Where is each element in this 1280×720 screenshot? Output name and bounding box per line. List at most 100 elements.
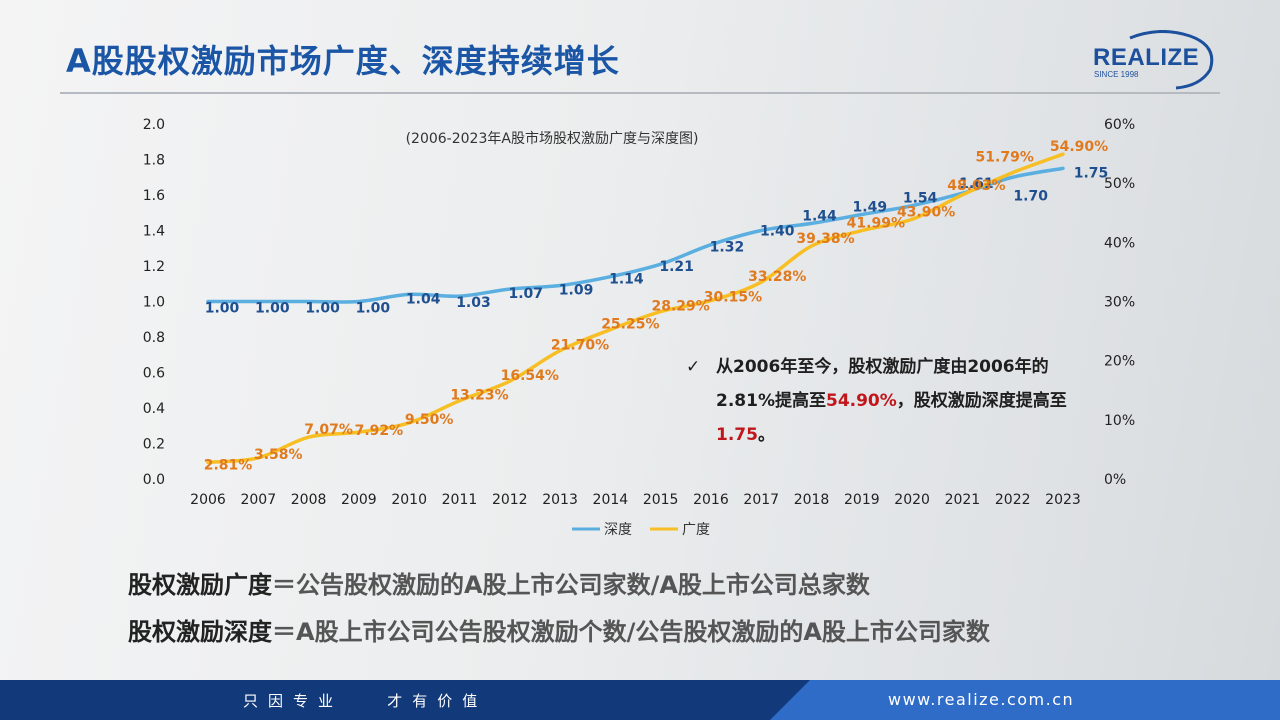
depth-data-label: 1.09	[559, 283, 594, 299]
note-text-3: 。	[757, 425, 775, 445]
left-axis-tick: 0.2	[143, 437, 165, 453]
breadth-definition: 股权激励广度＝公告股权激励的A股上市公司家数/A股上市公司总家数	[128, 565, 870, 600]
chart-title: (2006-2023年A股市场股权激励广度与深度图)	[406, 130, 699, 147]
right-axis-tick: 40%	[1104, 235, 1135, 251]
depth-series-line	[206, 166, 1065, 304]
depth-data-label: 1.00	[255, 301, 290, 317]
depth-definition: 股权激励深度＝A股上市公司公告股权激励个数/公告股权激励的A股上市公司家数	[128, 612, 990, 647]
page-title: A股股权激励市场广度、深度持续增长	[66, 42, 620, 80]
x-axis-tick: 2009	[341, 492, 377, 508]
breadth-data-label: 3.58%	[254, 447, 303, 463]
depth-data-label: 1.00	[356, 301, 391, 317]
depth-formula: ＝A股上市公司公告股权激励个数/公告股权激励的A股上市公司家数	[272, 618, 990, 646]
breadth-data-label: 41.99%	[847, 216, 905, 232]
check-icon: ✓	[686, 357, 701, 377]
x-axis-tick: 2014	[593, 492, 629, 508]
note-highlight-breadth: 54.90%	[825, 391, 897, 411]
right-axis-tick: 60%	[1104, 117, 1135, 133]
breadth-data-label: 25.25%	[601, 317, 659, 333]
breadth-term: 股权激励广度	[128, 571, 272, 599]
depth-term: 股权激励深度	[128, 618, 272, 646]
breadth-data-label: 9.50%	[405, 412, 454, 428]
breadth-data-label: 28.29%	[651, 299, 709, 315]
left-axis-tick: 0.6	[143, 366, 165, 382]
breadth-formula: ＝公告股权激励的A股上市公司家数/A股上市公司总家数	[272, 571, 870, 599]
breadth-data-label: 21.70%	[551, 338, 609, 354]
depth-data-label: 1.54	[903, 191, 938, 207]
x-axis-tick: 2015	[643, 492, 679, 508]
left-axis-tick: 1.6	[143, 188, 165, 204]
depth-data-label: 1.75	[1074, 165, 1109, 181]
depth-data-label: 1.03	[456, 295, 491, 311]
x-axis-tick: 2023	[1045, 492, 1081, 508]
x-axis-tick: 2011	[442, 492, 478, 508]
depth-data-label: 1.44	[802, 208, 837, 224]
x-axis-tick: 2020	[894, 492, 930, 508]
breadth-data-label: 54.90%	[1050, 139, 1108, 155]
breadth-data-label: 43.90%	[897, 204, 955, 220]
breadth-data-label: 16.54%	[501, 368, 559, 384]
depth-data-label: 1.21	[659, 259, 694, 275]
chart: 0.0 0.2 0.4 0.6 0.8 1.0 1.2 1.4 1.6 1.8 2.0 0% 10% 2…	[143, 117, 1135, 538]
right-axis-tick: 50%	[1104, 176, 1135, 192]
breadth-data-label: 33.28%	[748, 269, 806, 285]
depth-data-label: 1.14	[609, 272, 644, 288]
left-axis-tick: 1.0	[143, 295, 165, 311]
note-highlight-depth: 1.75	[716, 425, 758, 445]
left-axis-tick: 1.2	[143, 259, 165, 275]
depth-data-label: 1.04	[406, 291, 441, 307]
breadth-data-label: 7.92%	[355, 423, 404, 439]
x-axis-tick: 2016	[693, 492, 729, 508]
left-axis-tick: 0.4	[143, 401, 165, 417]
breadth-data-label: 48.03%	[947, 178, 1005, 194]
footer-accent	[770, 680, 1280, 720]
x-axis-tick: 2022	[995, 492, 1031, 508]
note-text-1: 从2006年至今，股权激励广度由2006年的2.81%提高至	[716, 357, 1049, 411]
note-text-2: ，股权激励深度提高至	[896, 391, 1067, 411]
left-axis-tick: 0.8	[143, 330, 165, 346]
x-axis-tick: 2018	[794, 492, 830, 508]
x-axis-tick: 2006	[190, 492, 226, 508]
title-divider	[60, 92, 1220, 94]
breadth-data-label: 7.07%	[304, 422, 353, 438]
x-axis-tick: 2007	[240, 492, 276, 508]
footer-slogan: 只因专业 才有价值	[243, 692, 488, 710]
right-axis-tick: 10%	[1104, 413, 1135, 429]
logo-since: SINCE 1998	[1094, 70, 1139, 79]
x-axis-tick: 2008	[291, 492, 327, 508]
x-axis-tick: 2013	[542, 492, 578, 508]
chart-legend: 深度 广度	[572, 522, 710, 538]
left-axis-tick: 2.0	[143, 117, 165, 133]
right-axis-tick: 0%	[1104, 472, 1126, 488]
x-axis-tick: 2012	[492, 492, 528, 508]
right-axis-tick: 20%	[1104, 354, 1135, 370]
depth-data-label: 1.00	[205, 301, 240, 317]
logo-name: REALIZE	[1093, 44, 1200, 71]
breadth-series-line	[206, 152, 1065, 465]
depth-data-label: 1.00	[305, 301, 340, 317]
left-axis-tick: 0.0	[143, 472, 165, 488]
x-axis-tick: 2021	[945, 492, 981, 508]
breadth-data-label: 2.81%	[204, 457, 253, 473]
depth-data-label: 1.49	[853, 200, 888, 216]
left-axis-tick: 1.4	[143, 224, 165, 240]
x-axis-tick: 2010	[391, 492, 427, 508]
legend-label: 深度	[604, 522, 632, 538]
realize-logo-icon	[1129, 30, 1214, 90]
legend-label: 广度	[682, 522, 710, 538]
breadth-data-label: 30.15%	[704, 290, 762, 306]
breadth-data-label: 13.23%	[450, 388, 508, 404]
depth-data-label: 1.32	[710, 240, 745, 256]
x-axis-tick: 2019	[844, 492, 880, 508]
x-axis-tick: 2017	[743, 492, 779, 508]
footer-url: www.realize.com.cn	[888, 690, 1075, 709]
depth-data-label: 1.07	[508, 286, 543, 302]
depth-data-label: 1.70	[1013, 188, 1048, 204]
breadth-data-label: 39.38%	[796, 231, 854, 247]
right-axis-tick: 30%	[1104, 295, 1135, 311]
breadth-data-label: 51.79%	[976, 150, 1034, 166]
depth-data-label: 1.61	[959, 176, 994, 192]
depth-data-label: 1.40	[760, 224, 795, 240]
left-axis-tick: 1.8	[143, 153, 165, 169]
